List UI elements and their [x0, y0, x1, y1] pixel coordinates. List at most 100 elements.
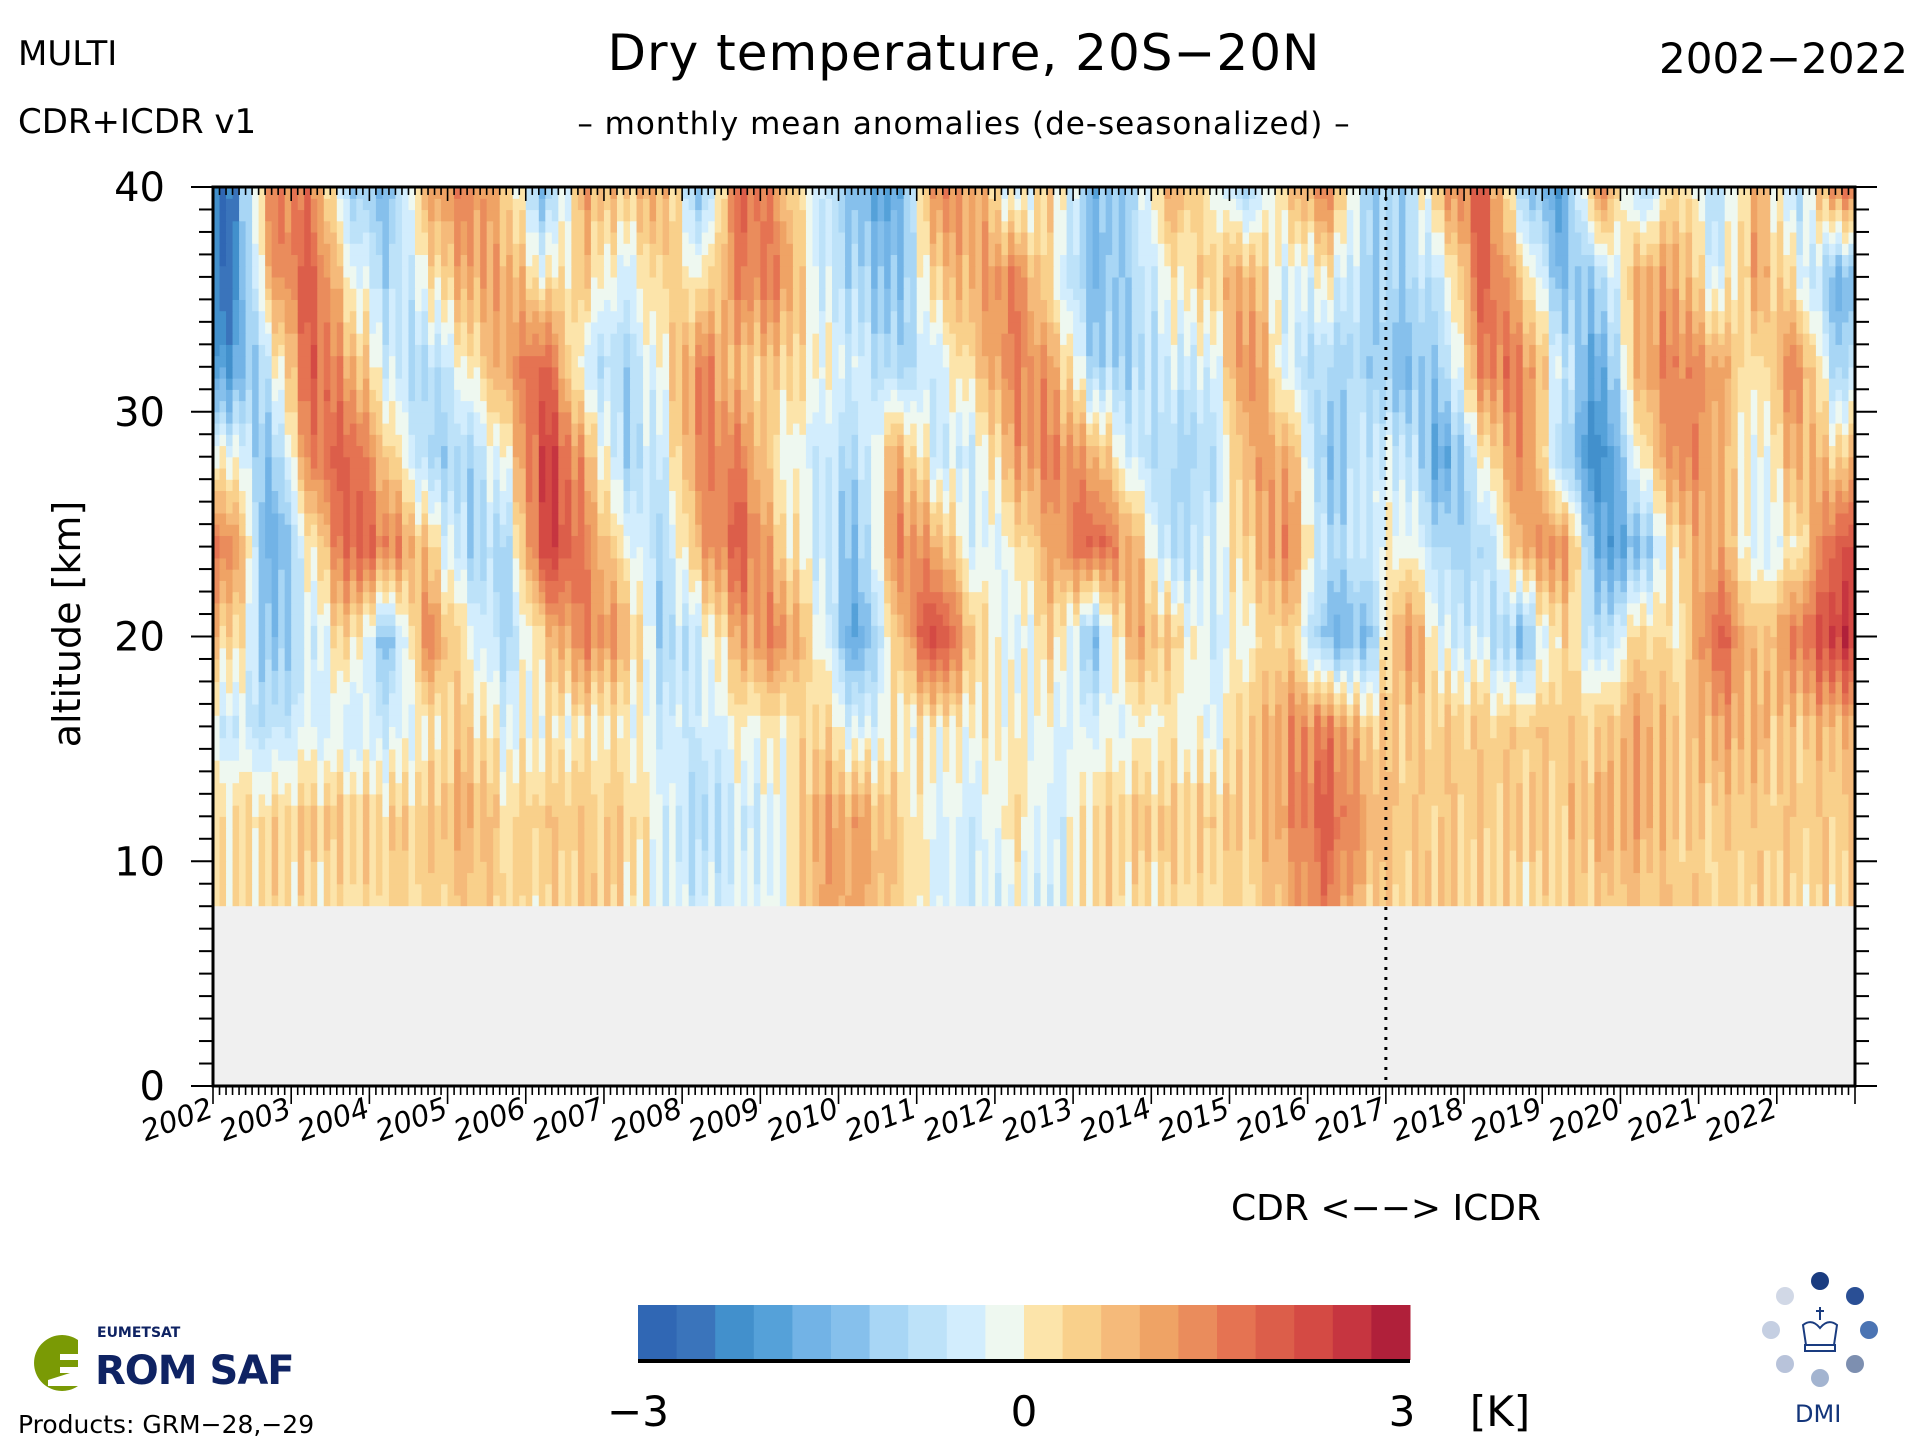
heatmap-cell [923, 782, 937, 795]
heatmap-cell [590, 771, 612, 784]
heatmap-cell [1509, 771, 1524, 784]
heatmap-cell [1424, 782, 1446, 795]
heatmap-cell [773, 737, 781, 750]
heatmap-cell [1190, 872, 1198, 885]
heatmap-cell [1763, 850, 1771, 862]
heatmap-cell [695, 771, 709, 784]
heatmap-cell [1320, 771, 1328, 784]
heatmap-cell [1053, 760, 1068, 772]
heatmap-cell [1620, 760, 1628, 772]
heatmap-cell [493, 760, 501, 772]
heatmap-cell [499, 760, 507, 772]
heatmap-cell [414, 872, 455, 885]
heatmap-cell [1216, 816, 1224, 829]
heatmap-cell [551, 827, 559, 840]
heatmap-cell [929, 670, 937, 683]
heatmap-cell [434, 748, 442, 761]
heatmap-cell [1770, 726, 1778, 739]
heatmap-cell [1164, 793, 1172, 806]
heatmap-cell [910, 692, 918, 705]
heatmap-cell [1685, 816, 1693, 829]
heatmap-cell [408, 816, 416, 829]
heatmap-cell [1809, 872, 1824, 885]
heatmap-cell [1105, 827, 1113, 840]
heatmap-cell [408, 872, 416, 885]
heatmap-cell [1483, 658, 1491, 671]
heatmap-cell [1385, 726, 1393, 739]
heatmap-cell [577, 805, 586, 817]
heatmap-cell [968, 681, 976, 694]
heatmap-cell [454, 692, 462, 705]
heatmap-cell [584, 715, 592, 727]
heatmap-cell [1372, 748, 1380, 761]
heatmap-cell [1444, 771, 1452, 784]
heatmap-cell [1666, 816, 1674, 829]
heatmap-cell [1639, 894, 1661, 907]
heatmap-cell [1170, 625, 1178, 638]
heatmap-cell [252, 670, 260, 683]
heatmap-cell [597, 894, 605, 907]
heatmap-cell [1353, 658, 1361, 671]
heatmap-cell [1418, 838, 1433, 851]
heatmap-cell [558, 850, 566, 862]
heatmap-cell [441, 748, 449, 761]
heatmap-cell [525, 726, 533, 739]
heatmap-cell [265, 827, 273, 840]
heatmap-cell [766, 737, 774, 750]
heatmap-cell [1451, 748, 1478, 761]
heatmap-cell [1828, 647, 1837, 660]
heatmap-cell [616, 670, 631, 683]
heatmap-cell [323, 760, 331, 772]
heatmap-cell [1490, 883, 1498, 896]
heatmap-cell [851, 838, 872, 851]
heatmap-cell [590, 782, 605, 795]
heatmap-cell [1398, 670, 1407, 683]
heatmap-cell [994, 748, 1003, 761]
heatmap-cell [1066, 647, 1074, 660]
heatmap-cell [708, 760, 716, 772]
heatmap-cell [1529, 760, 1543, 772]
heatmap-cell [1229, 782, 1237, 795]
heatmap-cell [434, 805, 442, 817]
heatmap-cell [1451, 625, 1459, 638]
heatmap-cell [460, 681, 475, 694]
heatmap-cell [1222, 827, 1231, 840]
heatmap-cell [1496, 703, 1511, 716]
heatmap-cell [695, 726, 729, 739]
heatmap-cell [362, 872, 370, 885]
heatmap-cell [447, 816, 455, 829]
heatmap-cell [330, 894, 338, 907]
heatmap-cell [362, 614, 370, 626]
heatmap-cell [1288, 827, 1315, 840]
heatmap-cell [1653, 760, 1661, 772]
heatmap-cell [1307, 647, 1322, 660]
heatmap-cell [1705, 715, 1713, 727]
heatmap-cell [1262, 793, 1270, 806]
heatmap-cell [1157, 861, 1165, 874]
heatmap-cell [1301, 726, 1309, 739]
heatmap-cell [1222, 771, 1231, 784]
heatmap-cell [1294, 715, 1302, 727]
heatmap-cell [832, 726, 846, 739]
heatmap-cell [832, 658, 840, 671]
heatmap-cell [512, 748, 520, 761]
heatmap-cell [760, 782, 768, 795]
heatmap-cell [1405, 625, 1413, 638]
heatmap-cell [460, 894, 468, 907]
heatmap-cell [291, 715, 305, 727]
heatmap-cell [1196, 883, 1205, 896]
heatmap-cell [786, 703, 807, 716]
heatmap-cell [278, 883, 286, 896]
heatmap-cell [766, 771, 774, 784]
heatmap-cell [805, 715, 814, 727]
heatmap-cell [245, 872, 253, 885]
heatmap-cell [317, 782, 325, 795]
heatmap-cell [734, 872, 742, 885]
heatmap-cell [623, 805, 651, 817]
heatmap-cell [1639, 816, 1648, 829]
heatmap-cell [1490, 681, 1498, 694]
heatmap-cell [825, 658, 833, 671]
heatmap-cell [1848, 827, 1856, 840]
heatmap-cell [1314, 771, 1322, 784]
heatmap-cell [1222, 850, 1244, 862]
